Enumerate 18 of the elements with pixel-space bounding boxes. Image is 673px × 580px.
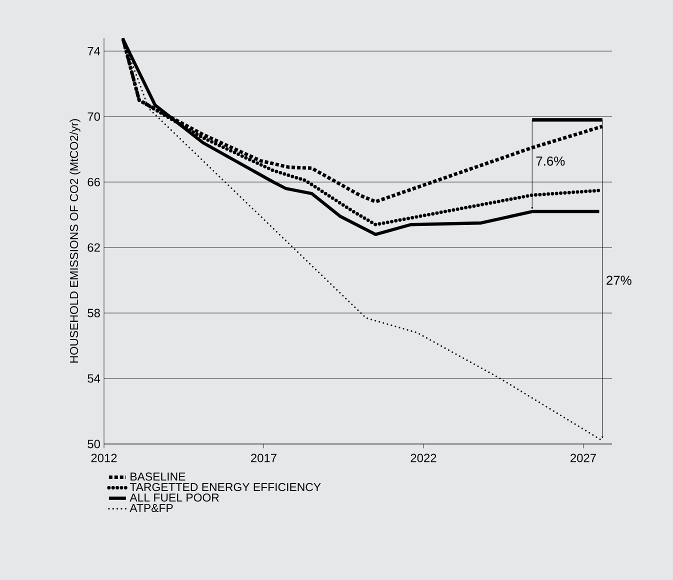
annotation: 7.6% — [536, 156, 565, 166]
y-tick-label: 50 — [88, 440, 100, 448]
y-tick-label: 58 — [88, 308, 100, 318]
x-tick-label: 2027 — [570, 454, 596, 462]
y-axis-title: HOUSEHOLD EMISSIONS OF CO2 (MtCO2/yr) — [70, 119, 80, 363]
legend-label: BASELINE — [130, 472, 186, 481]
legend-label: ATP&FP — [130, 504, 173, 512]
legend-label: TARGETTED ENERGY EFFICIENCY — [130, 483, 321, 492]
annotation: 27% — [606, 276, 632, 285]
legend-label: ALL FUEL POOR — [130, 494, 219, 502]
x-tick-label: 2012 — [91, 454, 117, 462]
y-tick-label: 74 — [88, 46, 100, 56]
x-tick-label: 2022 — [410, 454, 436, 462]
x-tick-label: 2017 — [251, 454, 276, 462]
y-tick-label: 70 — [88, 112, 100, 121]
y-tick-label: 62 — [88, 243, 100, 252]
y-tick-label: 66 — [88, 178, 100, 186]
y-tick-label: 54 — [88, 374, 100, 383]
